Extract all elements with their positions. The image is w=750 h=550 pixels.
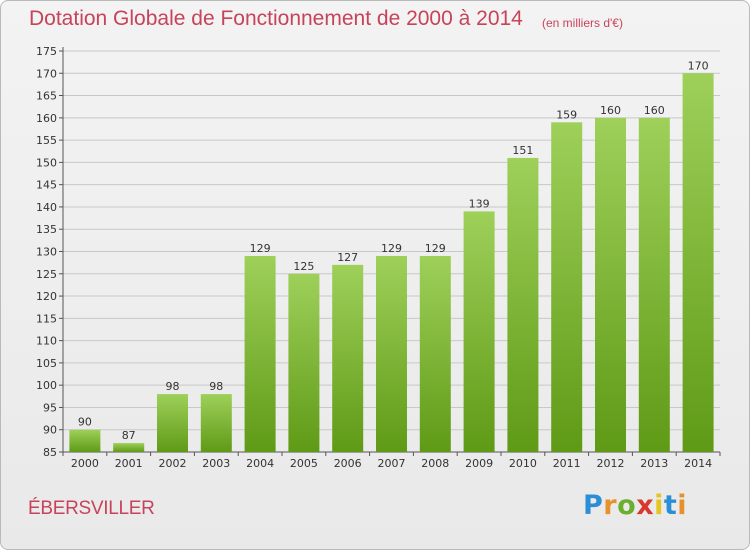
y-tick-label: 145 xyxy=(36,179,57,192)
x-tick-label-2001: 2001 xyxy=(115,457,143,470)
x-tick-label-2014: 2014 xyxy=(684,457,712,470)
bar-2001 xyxy=(113,443,145,452)
x-tick-label-2002: 2002 xyxy=(159,457,187,470)
bar-2000 xyxy=(69,429,101,452)
y-tick-label: 175 xyxy=(36,45,57,58)
value-label-2006: 127 xyxy=(337,251,358,264)
bar-2006 xyxy=(332,264,364,452)
value-label-2001: 87 xyxy=(122,429,136,442)
logo-letter: i xyxy=(677,490,688,521)
x-tick-label-2010: 2010 xyxy=(509,457,537,470)
labels: 90 2000 87 2001 98 2002 98 2003 129 2004 125 2005 12… xyxy=(71,59,712,470)
y-tick-label: 140 xyxy=(36,201,57,214)
value-label-2005: 125 xyxy=(293,260,314,273)
x-tick-label-2006: 2006 xyxy=(334,457,362,470)
x-tick-label-2000: 2000 xyxy=(71,457,99,470)
bar-2007 xyxy=(376,255,407,452)
y-tick-label: 155 xyxy=(36,134,57,147)
y-tick-label: 115 xyxy=(36,312,57,325)
y-tick-label: 90 xyxy=(43,424,57,437)
value-label-2011: 159 xyxy=(556,108,577,121)
y-tick-label: 150 xyxy=(36,156,57,169)
bars xyxy=(69,73,714,453)
logo-letter: x xyxy=(636,490,655,521)
y-tick-label: 165 xyxy=(36,90,57,103)
value-label-2007: 129 xyxy=(381,242,402,255)
y-tick-label: 160 xyxy=(36,112,57,125)
bar-2011 xyxy=(551,122,583,453)
logo-letter: i xyxy=(654,490,664,521)
logo-letter: r xyxy=(603,490,618,521)
value-label-2004: 129 xyxy=(250,242,271,255)
y-tick-label: 100 xyxy=(36,379,57,392)
value-label-2009: 139 xyxy=(469,197,490,210)
x-tick-label-2007: 2007 xyxy=(378,457,406,470)
value-label-2012: 160 xyxy=(600,104,621,117)
value-label-2013: 160 xyxy=(644,104,665,117)
x-tick-label-2005: 2005 xyxy=(290,457,318,470)
bar-2003 xyxy=(200,394,232,452)
y-tick-label: 105 xyxy=(36,357,57,370)
bar-2013 xyxy=(638,117,670,452)
value-label-2014: 170 xyxy=(688,59,709,72)
logo-letter: t xyxy=(663,490,678,521)
town-name: ÉBERSVILLER xyxy=(28,498,155,519)
chart-title: Dotation Globale de Fonctionnement de 20… xyxy=(29,7,523,30)
logo-letter: o xyxy=(617,490,637,521)
y-tick-label: 110 xyxy=(36,335,57,348)
bar-2002 xyxy=(157,394,188,452)
y-tick-label: 85 xyxy=(43,446,57,459)
value-label-2002: 98 xyxy=(166,380,180,393)
proxiti-logo[interactable]: Proxiti xyxy=(583,490,687,521)
chart-subtitle: (en milliers d'€) xyxy=(542,16,623,30)
bar-2008 xyxy=(419,255,451,452)
x-tick-label-2008: 2008 xyxy=(421,457,449,470)
y-tick-label: 95 xyxy=(43,401,57,414)
y-tick-label: 125 xyxy=(36,268,57,281)
x-tick-label-2011: 2011 xyxy=(553,457,581,470)
y-tick-label: 130 xyxy=(36,246,57,259)
x-tick-label-2003: 2003 xyxy=(202,457,230,470)
bar-2010 xyxy=(507,157,539,452)
bar-2014 xyxy=(682,73,714,453)
value-label-2008: 129 xyxy=(425,242,446,255)
value-label-2010: 151 xyxy=(512,144,533,157)
logo-letter: P xyxy=(583,490,604,521)
bar-2012 xyxy=(595,117,626,452)
x-tick-label-2013: 2013 xyxy=(640,457,668,470)
y-tick-label: 170 xyxy=(36,67,57,80)
value-label-2000: 90 xyxy=(78,416,92,429)
x-tick-label-2004: 2004 xyxy=(246,457,274,470)
bar-2009 xyxy=(463,211,495,452)
y-tick-label: 120 xyxy=(36,290,57,303)
y-tick-label: 135 xyxy=(36,223,57,236)
bar-2005 xyxy=(288,273,320,452)
bar-2004 xyxy=(244,255,276,452)
x-tick-label-2012: 2012 xyxy=(597,457,625,470)
value-label-2003: 98 xyxy=(209,380,223,393)
x-tick-label-2009: 2009 xyxy=(465,457,493,470)
